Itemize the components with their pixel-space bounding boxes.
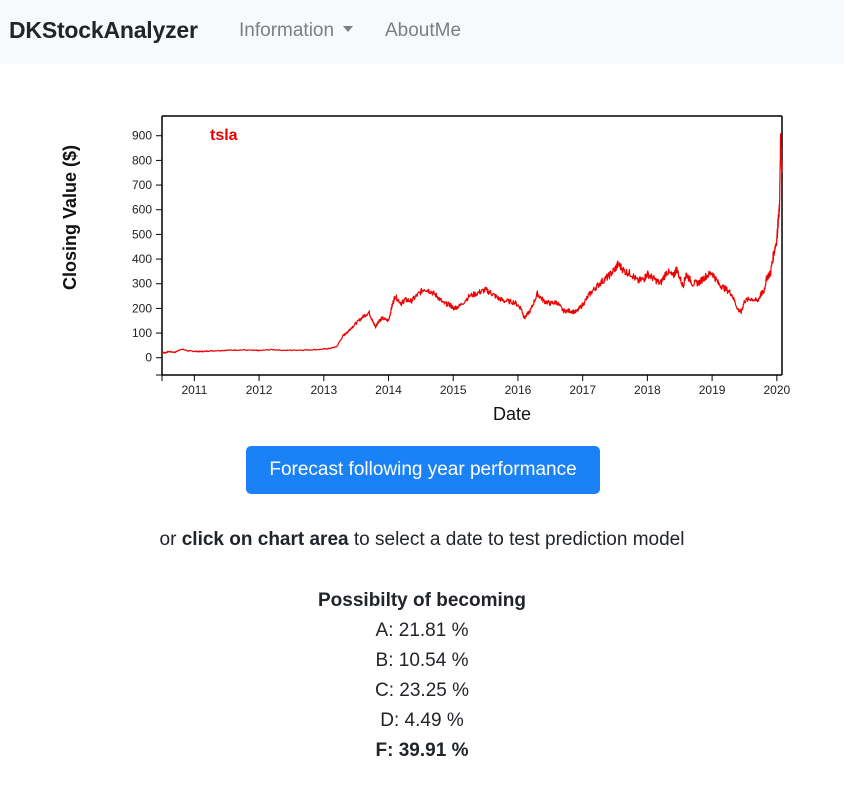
brand-logo[interactable]: DKStockAnalyzer — [9, 17, 198, 43]
x-tick-label: 2016 — [505, 383, 532, 397]
chart-click-hint: or click on chart area to select a date … — [0, 529, 844, 551]
x-axis-label: Date — [493, 404, 531, 424]
probability-row: C: 23.25 % — [375, 680, 469, 701]
grade-probabilities: Possibilty of becoming A: 21.81 % B: 10.… — [0, 589, 844, 769]
nav-information-label: Information — [239, 20, 335, 41]
y-axis-label: Closing Value ($) — [60, 145, 80, 290]
hint-prefix: or — [159, 529, 182, 550]
y-tick-label: 200 — [132, 301, 152, 315]
nav-aboutme-link[interactable]: AboutMe — [385, 20, 462, 41]
probability-row: D: 4.49 % — [380, 710, 464, 731]
forecast-button[interactable]: Forecast following year performance — [246, 446, 600, 494]
x-tick-label: 2013 — [310, 383, 337, 397]
stock-chart[interactable]: Closing Value ($) Date tsla 0 100 200 300 40… — [55, 108, 800, 430]
y-tick-label: 300 — [132, 277, 152, 291]
x-tick-label: 2014 — [375, 383, 402, 397]
x-tick-label: 2018 — [634, 383, 661, 397]
probability-row-best: F: 39.91 % — [375, 740, 469, 761]
stock-chart-svg[interactable]: Closing Value ($) Date tsla 0 100 200 300 40… — [55, 108, 800, 430]
y-tick-label: 800 — [132, 153, 152, 167]
y-tick-label: 900 — [132, 129, 152, 143]
x-tick-label: 2020 — [763, 383, 790, 397]
x-tick-label: 2015 — [440, 383, 467, 397]
series-legend-label: tsla — [210, 127, 238, 144]
y-tick-label: 0 — [145, 351, 152, 365]
probability-row: B: 10.54 % — [375, 650, 469, 671]
hint-bold: click on chart area — [181, 529, 349, 550]
probabilities-title: Possibilty of becoming — [318, 590, 526, 611]
price-series-line — [161, 133, 783, 354]
y-tick-label: 700 — [132, 178, 152, 192]
x-tick-label: 2019 — [699, 383, 726, 397]
x-tick-label: 2011 — [181, 383, 207, 397]
hint-suffix: to select a date to test prediction mode… — [348, 529, 685, 550]
probability-row: A: 21.81 % — [375, 620, 469, 641]
nav-information-dropdown[interactable]: Information — [239, 20, 354, 42]
navbar: DKStockAnalyzer Information AboutMe — [0, 0, 844, 64]
y-tick-label: 100 — [132, 326, 152, 340]
x-tick-label: 2017 — [569, 383, 596, 397]
y-tick-label: 500 — [132, 227, 152, 241]
x-tick-label: 2012 — [246, 383, 273, 397]
y-tick-label: 600 — [132, 203, 152, 217]
y-tick-label: 400 — [132, 252, 152, 266]
caret-down-icon — [343, 26, 354, 32]
y-axis-label-group: Closing Value ($) — [60, 145, 80, 290]
